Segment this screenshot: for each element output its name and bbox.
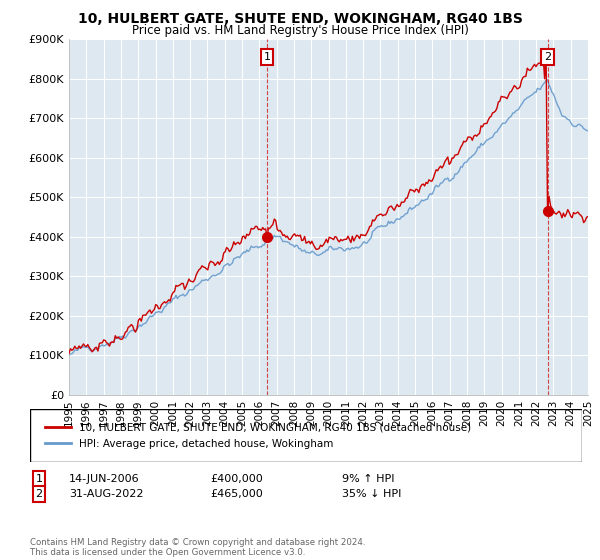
- Text: £465,000: £465,000: [210, 489, 263, 499]
- Text: Contains HM Land Registry data © Crown copyright and database right 2024.
This d: Contains HM Land Registry data © Crown c…: [30, 538, 365, 557]
- Text: 9% ↑ HPI: 9% ↑ HPI: [342, 474, 395, 484]
- Text: £400,000: £400,000: [210, 474, 263, 484]
- Text: Price paid vs. HM Land Registry's House Price Index (HPI): Price paid vs. HM Land Registry's House …: [131, 24, 469, 36]
- Text: 2: 2: [35, 489, 43, 499]
- Text: 1: 1: [35, 474, 43, 484]
- Text: 14-JUN-2006: 14-JUN-2006: [69, 474, 140, 484]
- Text: 10, HULBERT GATE, SHUTE END, WOKINGHAM, RG40 1BS: 10, HULBERT GATE, SHUTE END, WOKINGHAM, …: [77, 12, 523, 26]
- Text: 35% ↓ HPI: 35% ↓ HPI: [342, 489, 401, 499]
- Text: 2: 2: [544, 52, 551, 62]
- Legend: 10, HULBERT GATE, SHUTE END, WOKINGHAM, RG40 1BS (detached house), HPI: Average : 10, HULBERT GATE, SHUTE END, WOKINGHAM, …: [41, 418, 476, 452]
- Text: 1: 1: [263, 52, 271, 62]
- Text: 31-AUG-2022: 31-AUG-2022: [69, 489, 143, 499]
